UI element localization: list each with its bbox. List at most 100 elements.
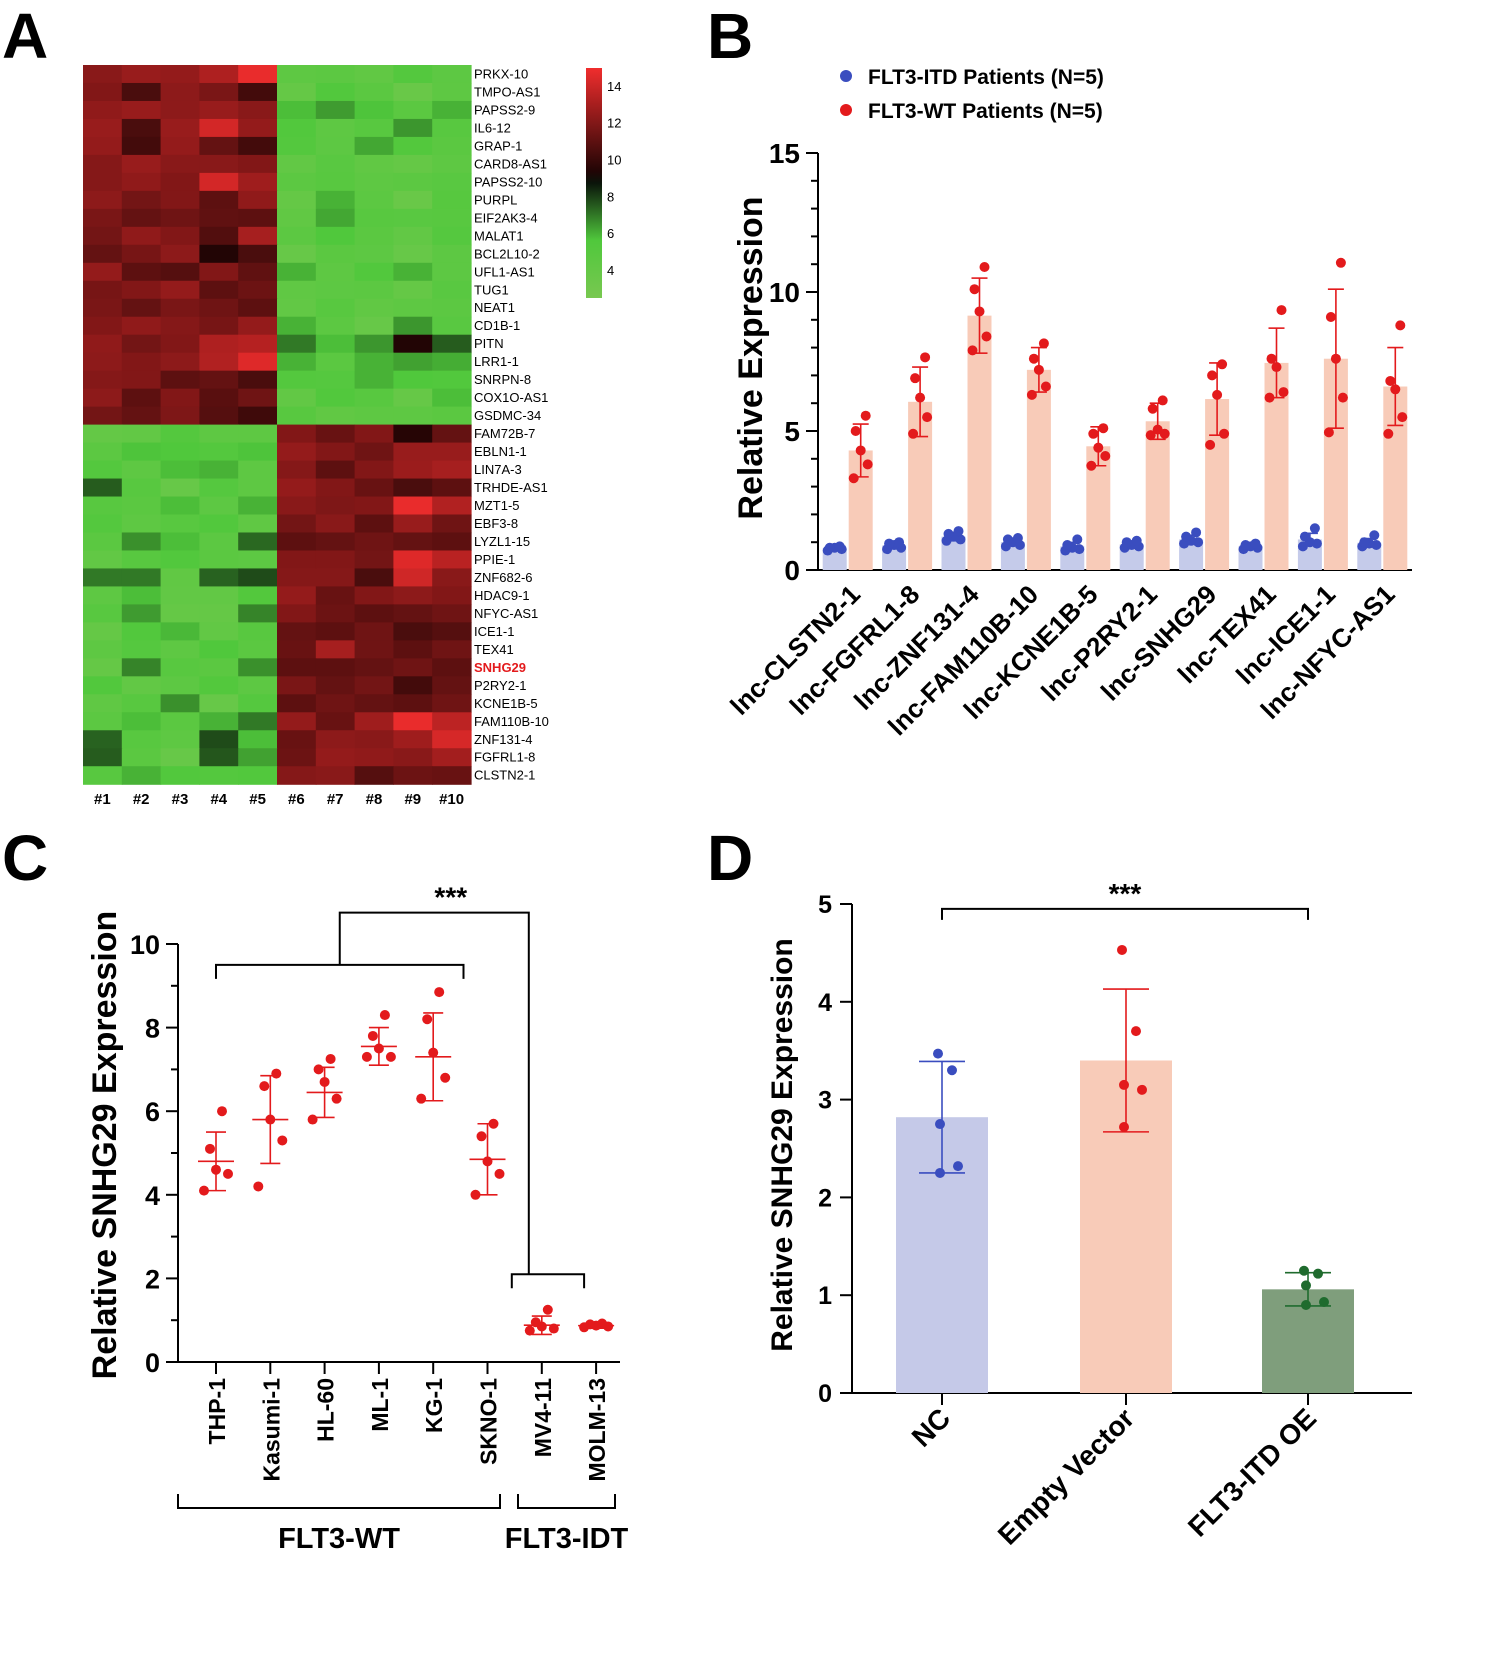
heatmap-cell <box>393 65 433 84</box>
heatmap-cell <box>199 748 239 767</box>
panel-b-legend-marker <box>840 70 852 82</box>
heatmap-cell <box>83 640 123 659</box>
heatmap-cell <box>432 406 472 426</box>
heatmap-cell <box>277 676 317 695</box>
heatmap-cell <box>238 334 278 354</box>
heatmap-cell <box>121 658 162 677</box>
panel-c-group-label: FLT3-IDT <box>505 1523 629 1555</box>
heatmap-gene-label: UFL1-AS1 <box>474 264 535 279</box>
heatmap-cell <box>315 172 356 192</box>
heatmap-gene-label: COX1O-AS1 <box>474 390 548 405</box>
heatmap-cell <box>83 766 123 785</box>
panel-c-point <box>223 1168 233 1179</box>
panel-b-point <box>1086 460 1097 471</box>
panel-b-point <box>1062 539 1073 550</box>
panel-d-y-tick-label: 3 <box>818 1087 832 1115</box>
heatmap-cell <box>83 406 123 426</box>
heatmap-cell <box>83 316 123 336</box>
panel-c-x-tick-label: ML-1 <box>367 1378 393 1432</box>
heatmap-cell <box>160 82 200 102</box>
heatmap-gene-label: CD1B-1 <box>474 318 520 333</box>
heatmap-cell <box>83 208 123 228</box>
panel-d-y-tick-label: 0 <box>818 1380 832 1408</box>
heatmap-cell <box>121 406 162 426</box>
heatmap-cell <box>432 100 472 120</box>
panel-d-significance-label: *** <box>1109 878 1142 909</box>
heatmap-cell <box>315 604 356 623</box>
heatmap-gene-label: PAPSS2-9 <box>474 102 535 117</box>
heatmap-cell <box>432 712 472 731</box>
heatmap-gene-label: CLSTN2-1 <box>474 768 535 783</box>
heatmap-cell <box>277 154 317 174</box>
heatmap-cell <box>277 712 317 731</box>
heatmap-cell <box>315 676 356 695</box>
panel-b-bar <box>967 315 992 570</box>
heatmap-cell <box>160 514 200 534</box>
panel-b-point <box>1278 387 1289 398</box>
heatmap-cell <box>432 622 472 641</box>
heatmap-cell <box>238 370 278 390</box>
heatmap-cell <box>238 568 278 588</box>
heatmap-cell <box>277 370 317 390</box>
heatmap-cell <box>393 748 433 767</box>
heatmap-gene-label: FAM72B-7 <box>474 426 535 441</box>
heatmap-cell <box>432 640 472 659</box>
panel-b-point <box>1276 305 1287 316</box>
panel-b-point <box>1072 534 1083 545</box>
panel-b-point <box>1157 395 1168 406</box>
panel-c-x-tick-label: KG-1 <box>421 1378 447 1433</box>
heatmap-gene-label: KCNE1B-5 <box>474 696 538 711</box>
heatmap-cell <box>354 280 394 300</box>
heatmap-cell <box>199 532 239 552</box>
panel-d-x-tick-label: Empty Vector <box>992 1402 1141 1551</box>
heatmap-cell <box>277 532 317 552</box>
panel-b-point <box>908 428 919 439</box>
panel-c-point <box>530 1317 541 1328</box>
heatmap-cell <box>277 622 317 641</box>
heatmap-cell <box>160 244 200 264</box>
panel-c-y-tick-label: 10 <box>130 930 160 960</box>
heatmap-cell <box>199 766 239 785</box>
heatmap-cell <box>199 244 239 264</box>
heatmap-gene-label: TRHDE-AS1 <box>474 480 548 495</box>
heatmap-cell <box>238 136 278 156</box>
heatmap-cell <box>121 424 162 444</box>
heatmap-gene-label: ZNF682-6 <box>474 570 533 585</box>
panel-b-point <box>1369 530 1380 541</box>
panel-b-point <box>1395 320 1406 331</box>
heatmap-cell <box>238 622 278 641</box>
heatmap-cell <box>160 658 200 677</box>
heatmap-cell <box>199 82 239 102</box>
heatmap-cell <box>238 172 278 192</box>
heatmap-cell <box>354 424 394 444</box>
heatmap-cell <box>432 172 472 192</box>
panel-d-point <box>1301 1280 1311 1291</box>
heatmap-cell <box>277 766 317 785</box>
panel-c-point <box>217 1106 227 1117</box>
heatmap-cell <box>199 712 239 731</box>
panel-b-point <box>1012 533 1023 544</box>
heatmap-cell <box>393 532 433 552</box>
heatmap-cell <box>83 676 123 695</box>
heatmap-cell <box>354 334 394 354</box>
heatmap-cell <box>393 190 433 210</box>
panel-b-point <box>1219 428 1230 439</box>
panel-c-point <box>428 1047 439 1058</box>
heatmap-cell <box>121 712 162 731</box>
panel-c-point <box>476 1131 487 1142</box>
heatmap-cell <box>160 65 200 84</box>
panel-letter-d: D <box>707 822 753 894</box>
panel-b-point <box>1131 535 1142 546</box>
heatmap-cell <box>315 262 356 282</box>
heatmap-cell <box>238 604 278 623</box>
panel-d-significance-bracket <box>941 907 1309 920</box>
heatmap-cell <box>354 622 394 641</box>
panel-c-point <box>331 1093 342 1104</box>
heatmap-cell <box>121 622 162 641</box>
heatmap-cell <box>354 676 394 695</box>
heatmap-cell <box>238 676 278 695</box>
colorbar-tick-label: 8 <box>607 189 614 204</box>
heatmap-cell <box>199 226 239 246</box>
colorbar-tick-label: 6 <box>607 226 614 241</box>
